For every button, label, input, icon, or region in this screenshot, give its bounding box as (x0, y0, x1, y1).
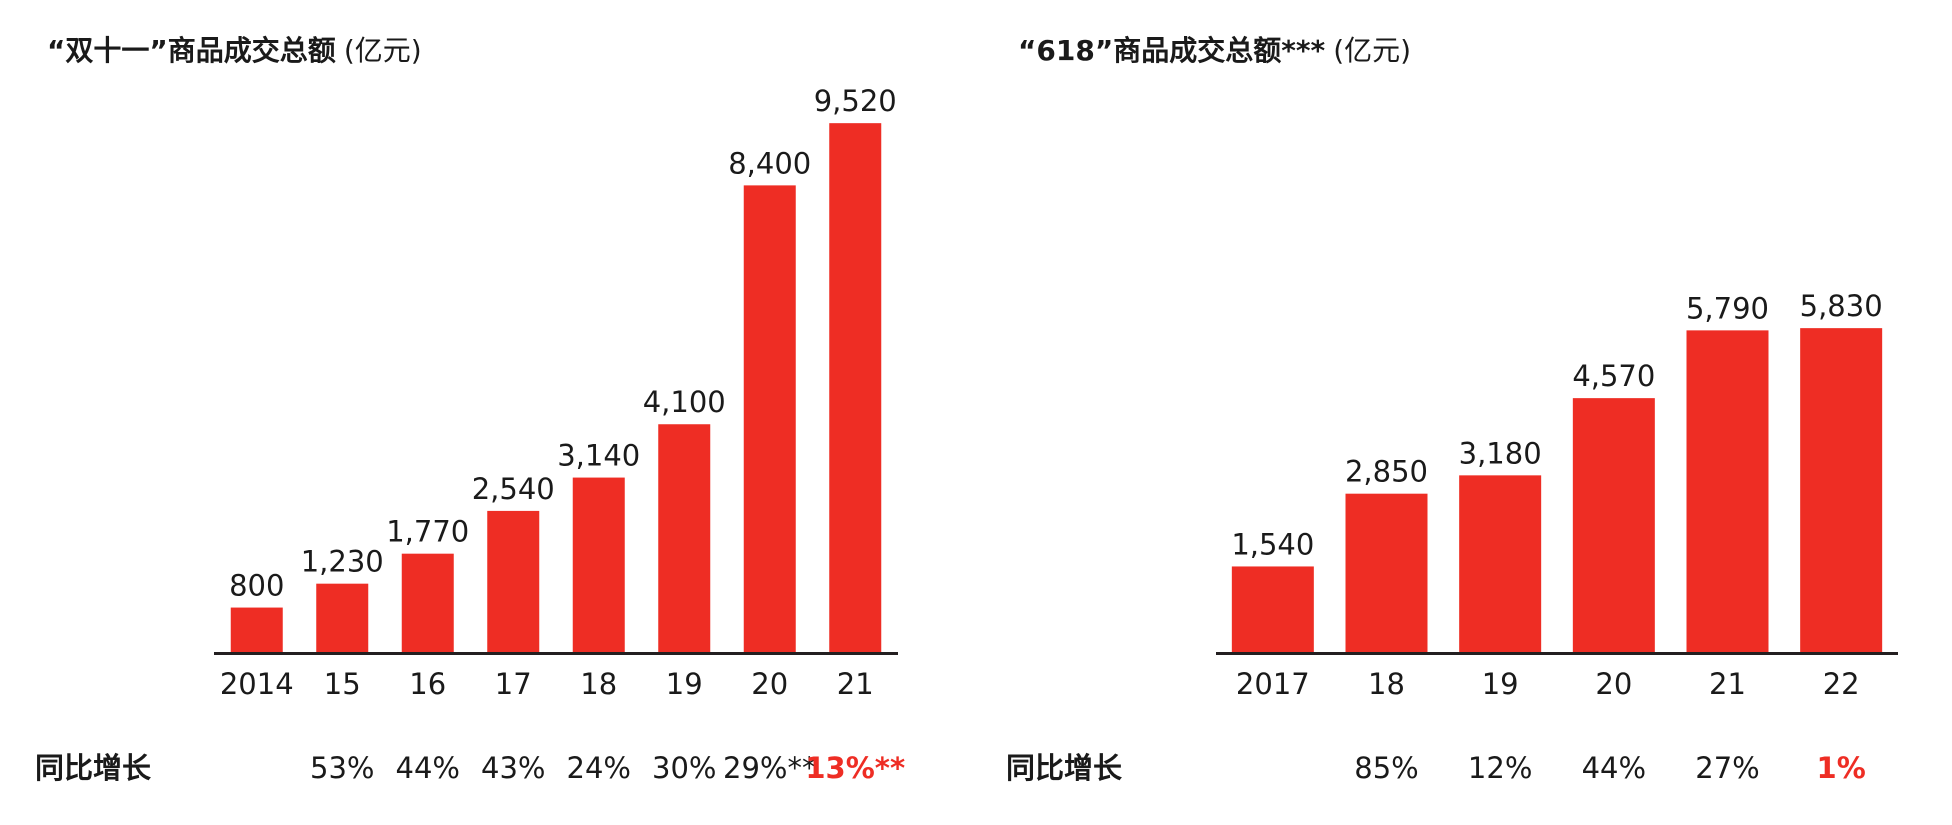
bar-15 (316, 583, 369, 652)
value-label: 2,850 (1345, 455, 1428, 489)
chart-title: “双十一”商品成交总额 (亿元) (47, 34, 422, 67)
x-tick-labels: 2014 15 16 17 18 19 20 21 (220, 667, 874, 701)
bar-20 (1572, 398, 1655, 652)
bars (230, 123, 882, 652)
bar-18 (572, 477, 625, 652)
chart-title-main: “618”商品成交总额*** (1018, 34, 1326, 67)
value-label: 800 (229, 569, 284, 603)
growth-value: 29%** (723, 751, 816, 785)
x-tick-label: 18 (580, 667, 617, 701)
bar-16 (401, 553, 454, 652)
value-label: 4,570 (1572, 359, 1655, 393)
growth-value: 27% (1695, 751, 1759, 785)
x-tick-label: 2014 (220, 667, 294, 701)
x-tick-label: 20 (751, 667, 788, 701)
x-tick-label: 20 (1595, 667, 1632, 701)
x-tick-label: 15 (324, 667, 361, 701)
x-tick-label: 21 (837, 667, 874, 701)
x-tick-label: 19 (1482, 667, 1519, 701)
chart-title-unit: (亿元) (1333, 34, 1411, 67)
growth-value: 1% (1817, 751, 1866, 785)
value-label: 1,770 (386, 515, 469, 549)
value-label: 3,140 (557, 439, 640, 473)
bar-19 (1459, 475, 1542, 652)
value-label: 5,830 (1800, 289, 1883, 323)
growth-value: 53% (310, 751, 374, 785)
chart-title-main: “双十一”商品成交总额 (47, 34, 336, 67)
bars (1231, 328, 1883, 652)
value-label: 3,180 (1459, 436, 1542, 470)
bar-19 (658, 424, 711, 652)
value-label: 1,230 (301, 545, 384, 579)
value-label: 1,540 (1231, 527, 1314, 561)
value-label: 8,400 (728, 146, 811, 180)
x-tick-label: 22 (1823, 667, 1860, 701)
growth-value: 44% (1582, 751, 1646, 785)
growth-value: 30% (652, 751, 716, 785)
x-tick-label: 21 (1709, 667, 1746, 701)
value-labels: 1,540 2,850 3,180 4,570 5,790 5,830 (1231, 289, 1882, 561)
chart-double-eleven: “双十一”商品成交总额 (亿元) 8001,2301,7702,5403,1404… (35, 34, 905, 785)
bar-2014 (230, 607, 283, 652)
growth-values: 53% 44% 43% 24% 30% 29%**13%** (310, 751, 905, 785)
growth-value: 24% (567, 751, 631, 785)
growth-row-label: 同比增长 (35, 751, 152, 785)
bar-22 (1800, 328, 1883, 652)
bar-21 (1686, 330, 1769, 652)
x-tick-label: 19 (666, 667, 703, 701)
bar-2017 (1231, 566, 1314, 652)
value-label: 2,540 (472, 472, 555, 506)
growth-row-label: 同比增长 (1006, 751, 1123, 785)
growth-value: 13%** (805, 751, 905, 785)
x-tick-label: 17 (495, 667, 532, 701)
x-tick-label: 16 (409, 667, 446, 701)
chart-title: “618”商品成交总额*** (亿元) (1018, 34, 1411, 67)
bar-17 (487, 510, 540, 652)
chart-618: “618”商品成交总额*** (亿元) 1,540 2,850 3,180 4,570 5… (1006, 34, 1898, 785)
growth-value: 44% (396, 751, 460, 785)
value-label: 5,790 (1686, 291, 1769, 325)
growth-values: 85% 12% 44% 27% 1% (1354, 751, 1866, 785)
bar-21 (829, 123, 882, 652)
growth-value: 85% (1354, 751, 1418, 785)
chart-title-unit: (亿元) (344, 34, 422, 67)
value-label: 4,100 (643, 385, 726, 419)
growth-value: 12% (1468, 751, 1532, 785)
bar-18 (1345, 493, 1428, 652)
bar-20 (743, 185, 796, 652)
x-tick-label: 18 (1368, 667, 1405, 701)
growth-value: 43% (481, 751, 545, 785)
x-tick-labels: 2017 18 19 20 21 22 (1236, 667, 1860, 701)
x-tick-label: 2017 (1236, 667, 1310, 701)
value-label: 9,520 (814, 84, 897, 118)
